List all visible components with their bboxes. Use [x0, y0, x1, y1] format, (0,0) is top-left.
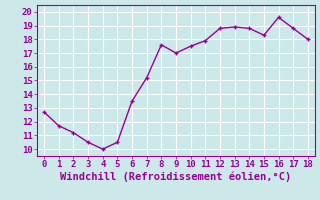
X-axis label: Windchill (Refroidissement éolien,°C): Windchill (Refroidissement éolien,°C) [60, 172, 292, 182]
